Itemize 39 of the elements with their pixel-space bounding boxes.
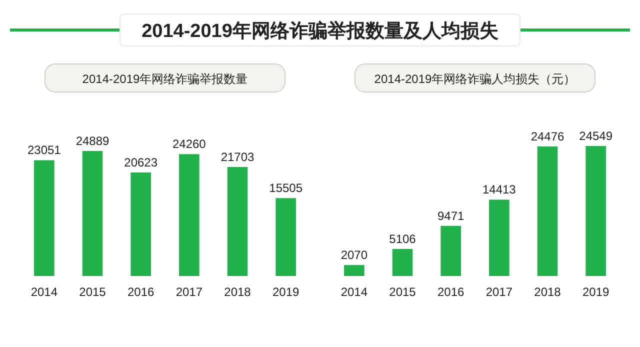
data-label: 9471 [437, 208, 465, 223]
data-label: 15505 [269, 181, 303, 196]
x-tick-label: 2016 [127, 285, 155, 299]
bar [440, 226, 461, 276]
x-tick-label: 2017 [176, 285, 203, 299]
data-label: 2070 [340, 248, 368, 262]
bar [586, 146, 606, 276]
bar [130, 172, 151, 276]
data-label: 24476 [530, 129, 565, 144]
x-tick-label: 2018 [534, 285, 562, 299]
data-label: 24889 [76, 134, 110, 148]
x-tick-label: 2016 [437, 285, 465, 299]
x-tick-label: 2019 [582, 285, 610, 299]
bar [82, 151, 103, 276]
bar [276, 198, 296, 276]
bar [34, 160, 54, 276]
x-tick-label: 2014 [340, 285, 368, 299]
data-label: 24549 [579, 129, 613, 143]
x-tick-label: 2015 [79, 285, 106, 299]
x-tick-label: 2017 [486, 285, 513, 299]
chart-title: 2014-2019年网络诈骗人均损失（元） [374, 72, 576, 86]
x-tick-label: 2018 [224, 285, 252, 299]
bar [344, 265, 364, 276]
data-label: 14413 [482, 182, 516, 197]
x-tick-label: 2015 [389, 285, 416, 299]
data-label: 23051 [27, 143, 62, 158]
text: 2014-2019年网络诈骗举报数量及人均损失 [142, 20, 498, 42]
bar [392, 248, 413, 276]
chart-title: 2014-2019年网络诈骗举报数量 [82, 72, 248, 86]
data-label: 21703 [220, 150, 255, 164]
data-label: 20623 [124, 155, 158, 170]
bar [227, 167, 248, 276]
bar [179, 154, 200, 276]
x-tick-label: 2019 [272, 285, 300, 299]
data-label: 5106 [389, 232, 416, 246]
bar [537, 146, 558, 276]
x-tick-label: 2014 [30, 285, 58, 299]
bar [489, 200, 510, 276]
data-label: 24260 [172, 137, 206, 152]
